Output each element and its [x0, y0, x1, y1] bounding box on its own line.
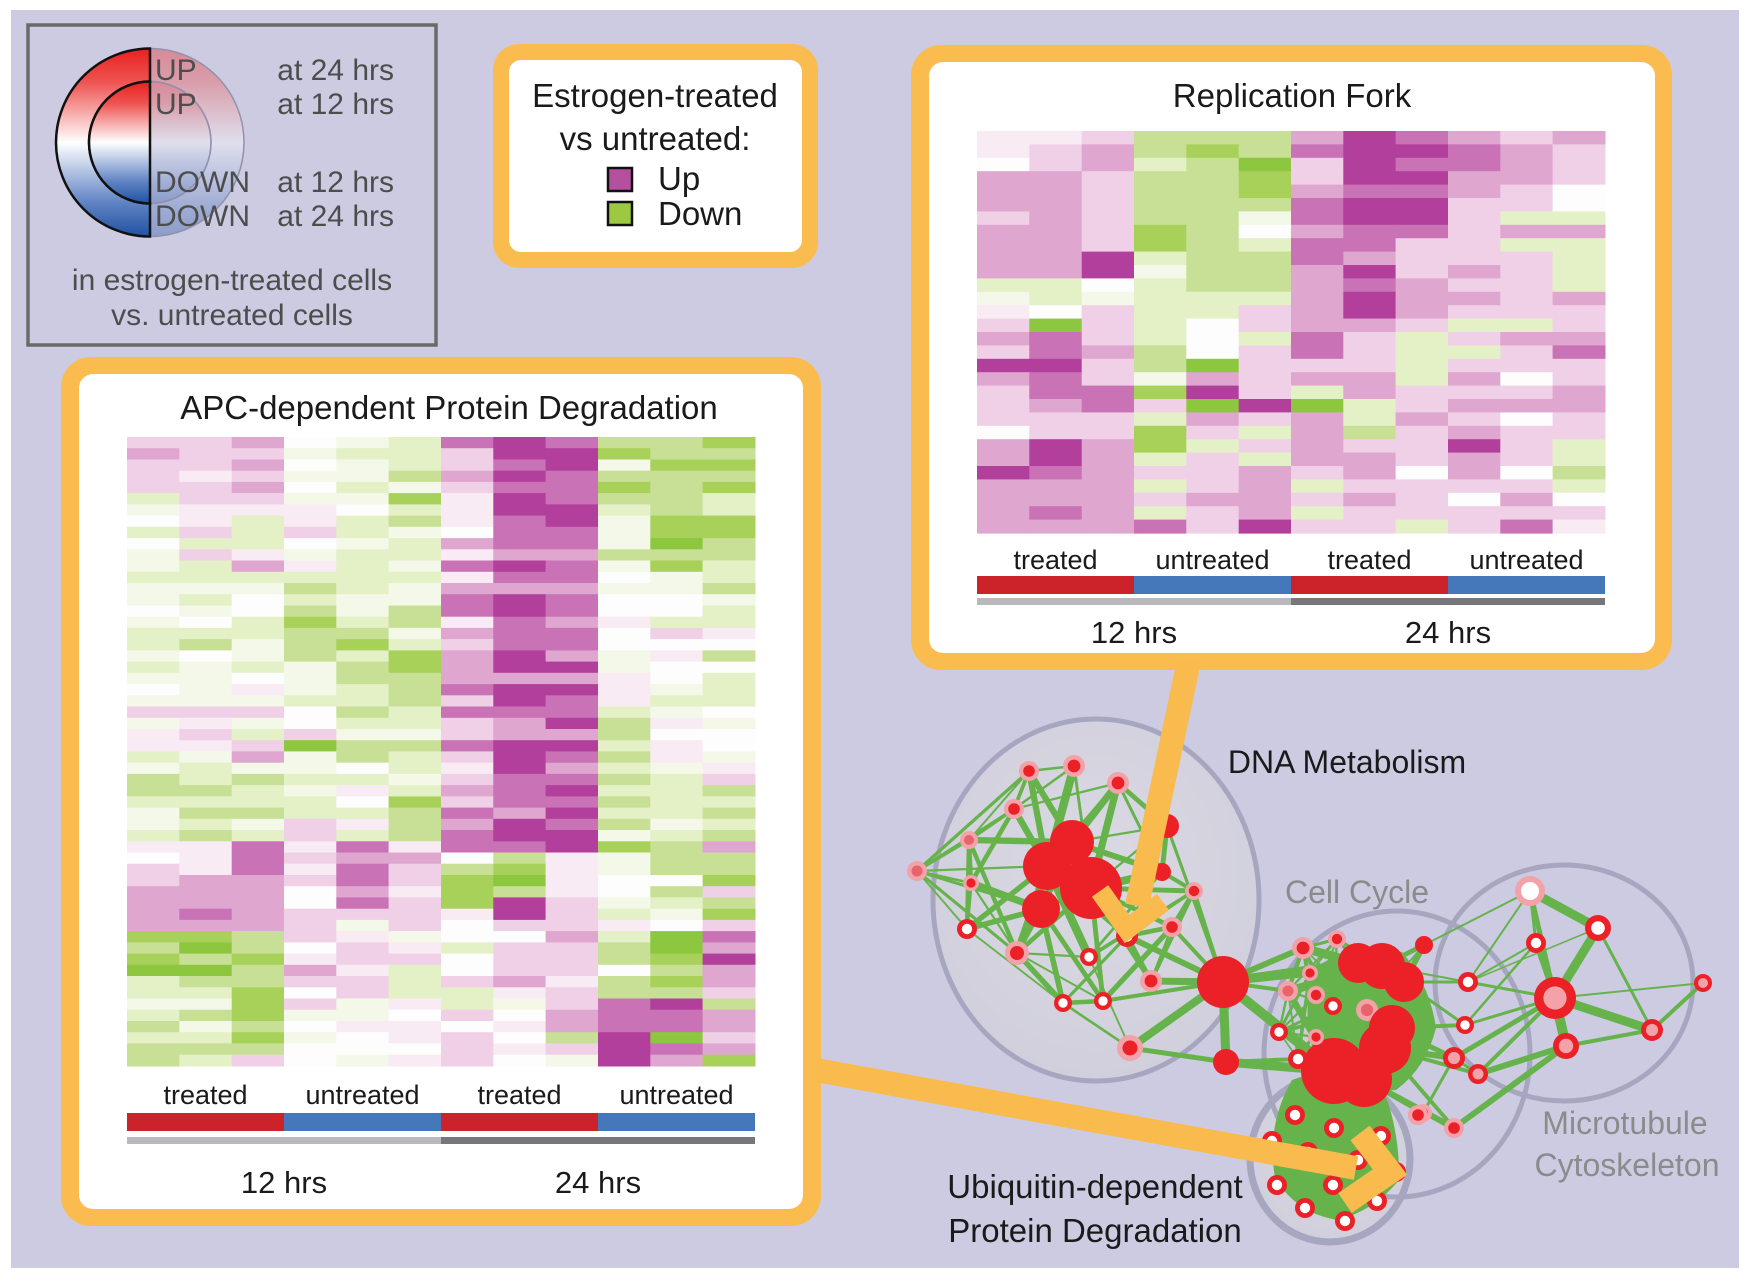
svg-text:untreated: untreated: [1469, 545, 1583, 575]
svg-text:treated: treated: [1013, 545, 1097, 575]
svg-text:untreated: untreated: [305, 1080, 419, 1110]
svg-text:at 12 hrs: at 12 hrs: [277, 88, 394, 121]
svg-text:DOWN: DOWN: [155, 166, 250, 199]
svg-text:APC-dependent Protein Degradat: APC-dependent Protein Degradation: [180, 389, 718, 426]
svg-text:untreated: untreated: [1155, 545, 1269, 575]
svg-text:Ubiquitin-dependent: Ubiquitin-dependent: [947, 1168, 1242, 1205]
svg-text:Microtubule: Microtubule: [1542, 1105, 1707, 1141]
svg-text:treated: treated: [1327, 545, 1411, 575]
svg-text:UP: UP: [155, 54, 197, 87]
svg-text:Estrogen-treated: Estrogen-treated: [532, 77, 778, 114]
svg-text:24 hrs: 24 hrs: [555, 1165, 641, 1200]
svg-text:Down: Down: [658, 195, 742, 232]
svg-text:treated: treated: [477, 1080, 561, 1110]
svg-text:Cytoskeleton: Cytoskeleton: [1535, 1147, 1720, 1183]
svg-text:vs. untreated cells: vs. untreated cells: [111, 299, 353, 332]
svg-text:in estrogen-treated cells: in estrogen-treated cells: [72, 264, 392, 297]
svg-text:treated: treated: [163, 1080, 247, 1110]
svg-text:24 hrs: 24 hrs: [1405, 615, 1491, 650]
svg-text:DOWN: DOWN: [155, 200, 250, 233]
svg-text:12 hrs: 12 hrs: [241, 1165, 327, 1200]
svg-text:untreated: untreated: [619, 1080, 733, 1110]
svg-text:Protein Degradation: Protein Degradation: [948, 1212, 1242, 1249]
svg-text:at 12 hrs: at 12 hrs: [277, 166, 394, 199]
svg-text:at 24 hrs: at 24 hrs: [277, 200, 394, 233]
svg-text:at 24 hrs: at 24 hrs: [277, 54, 394, 87]
svg-text:Cell Cycle: Cell Cycle: [1285, 874, 1429, 910]
svg-text:12 hrs: 12 hrs: [1091, 615, 1177, 650]
svg-text:DNA Metabolism: DNA Metabolism: [1228, 744, 1466, 780]
svg-text:Replication Fork: Replication Fork: [1173, 77, 1412, 114]
svg-text:Up: Up: [658, 160, 700, 197]
svg-text:UP: UP: [155, 88, 197, 121]
svg-text:vs untreated:: vs untreated:: [560, 120, 751, 157]
